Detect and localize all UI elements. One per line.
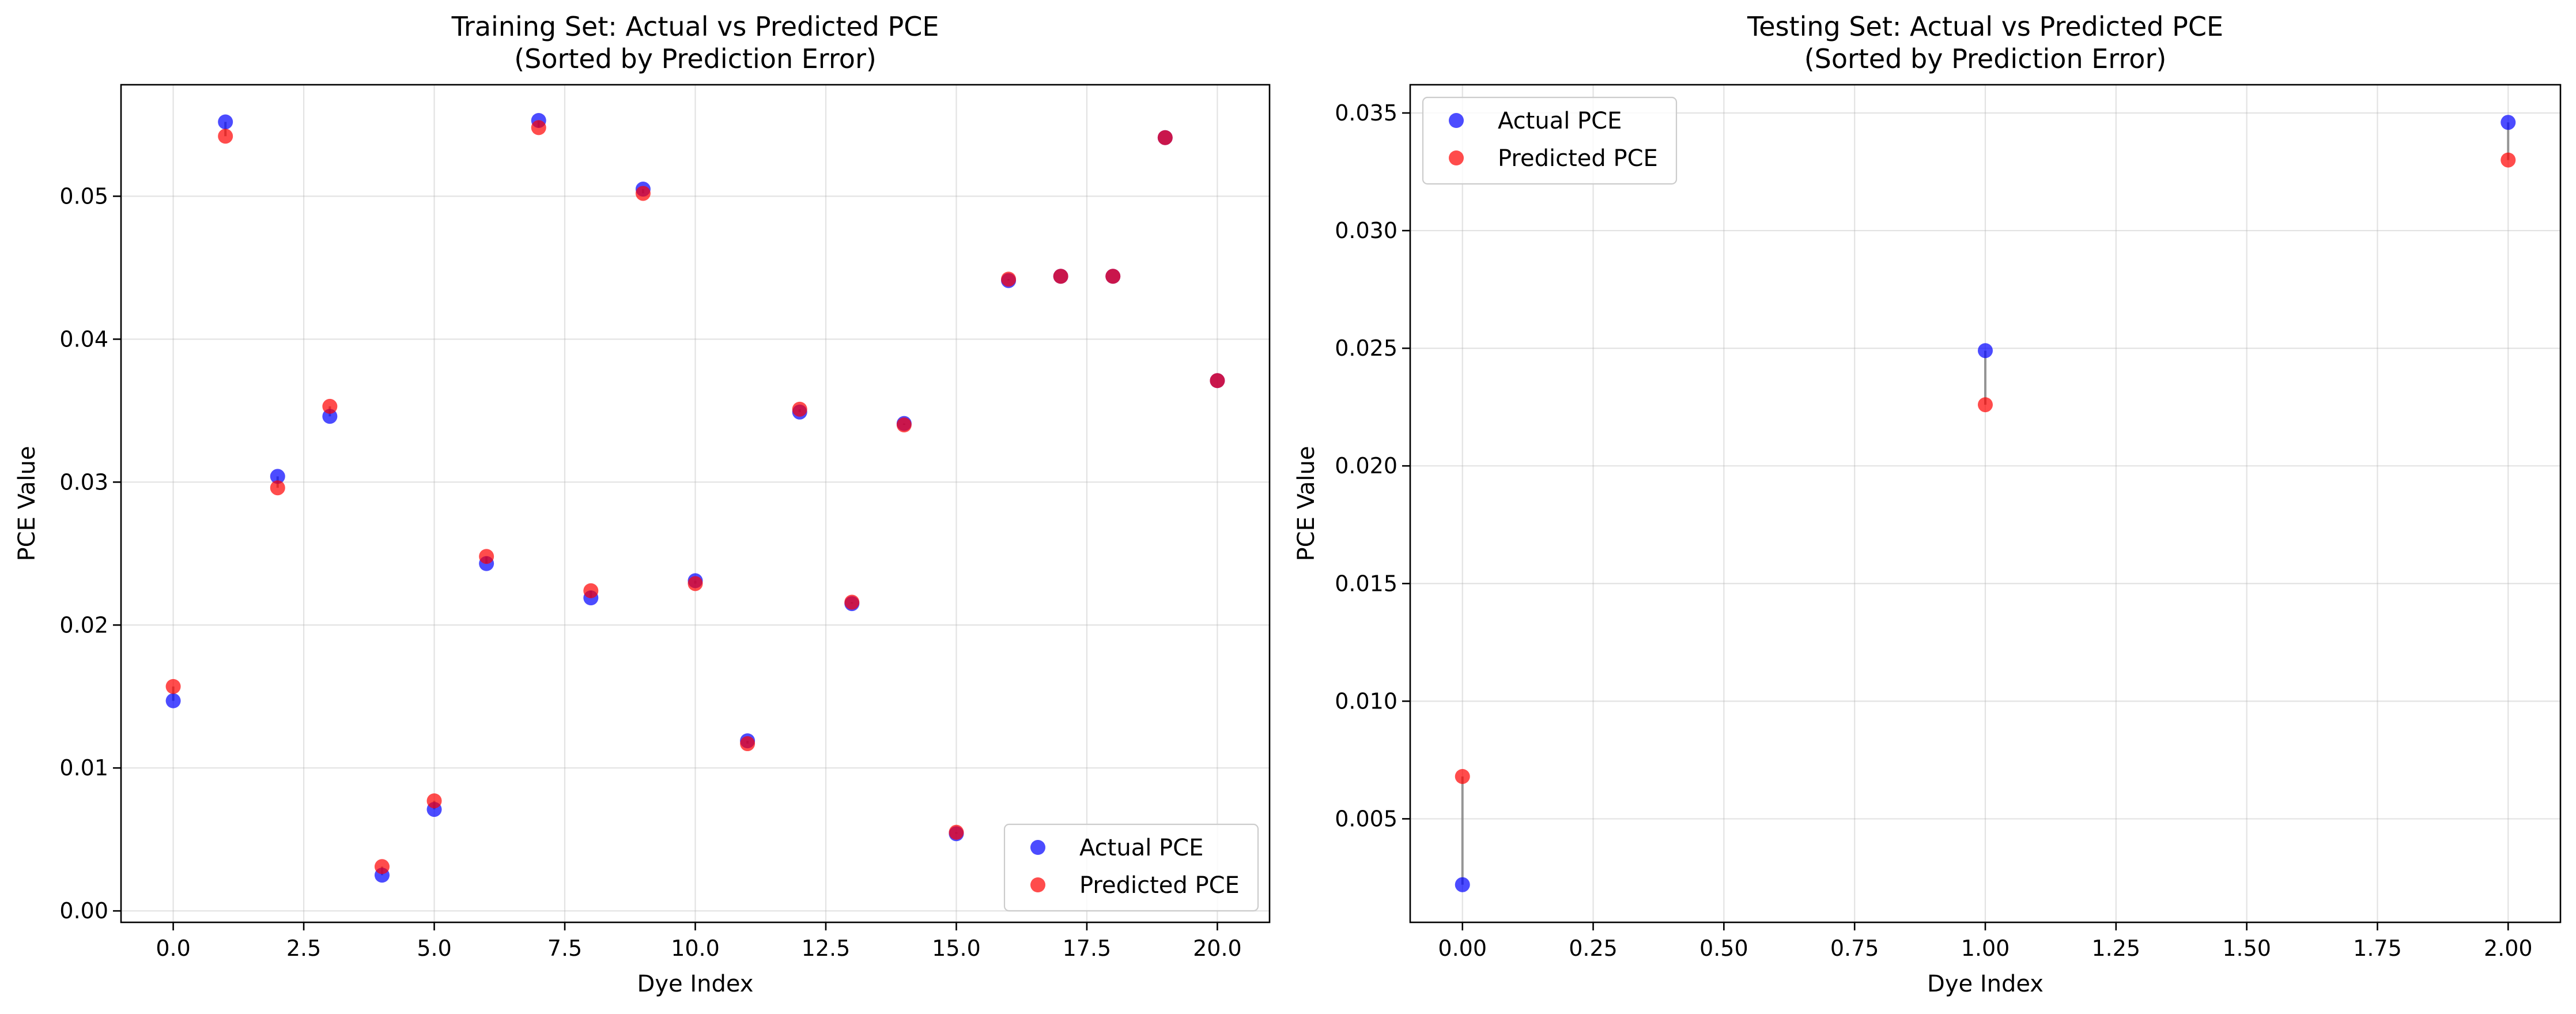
x-tick-label: 0.00 bbox=[1438, 936, 1487, 961]
testing-points bbox=[1455, 115, 2516, 892]
x-tick-label: 1.25 bbox=[2092, 936, 2141, 961]
legend-label: Predicted PCE bbox=[1079, 872, 1240, 899]
predicted-point bbox=[2501, 152, 2516, 168]
predicted-point bbox=[426, 793, 442, 809]
predicted-point bbox=[1053, 269, 1068, 284]
x-tick-label: 5.0 bbox=[417, 936, 451, 961]
predicted-point bbox=[1105, 269, 1121, 284]
predicted-point bbox=[218, 129, 233, 144]
actual-point bbox=[165, 693, 181, 708]
predicted-point bbox=[531, 120, 546, 135]
legend-label: Actual PCE bbox=[1079, 835, 1203, 861]
testing-grid bbox=[1410, 85, 2560, 922]
y-tick-label: 0.01 bbox=[59, 755, 108, 781]
x-tick-label: 10.0 bbox=[671, 936, 720, 961]
testing-ticks: 0.00 0.25 0.50 0.75 1.00 1.25 1.50 1.75 2.00 0.00… bbox=[1335, 100, 2532, 961]
testing-title: Testing Set: Actual vs Predicted PCE (Sor… bbox=[1747, 11, 2223, 74]
predicted-point bbox=[688, 576, 703, 591]
predicted-point bbox=[583, 583, 599, 598]
x-tick-label: 1.00 bbox=[1961, 936, 2010, 961]
y-tick-label: 0.035 bbox=[1335, 100, 1397, 126]
y-tick-label: 0.00 bbox=[59, 898, 108, 923]
legend-marker bbox=[1030, 840, 1045, 855]
predicted-point bbox=[270, 480, 285, 496]
x-tick-label: 17.5 bbox=[1063, 936, 1112, 961]
legend-marker bbox=[1449, 113, 1464, 128]
x-tick-label: 20.0 bbox=[1193, 936, 1242, 961]
training-ticks: 0.0 2.5 5.0 7.5 10.0 12.5 15.0 17.5 20.0 0.00 0.01… bbox=[59, 183, 1241, 961]
x-tick-label: 2.5 bbox=[286, 936, 321, 961]
predicted-point bbox=[1001, 272, 1017, 287]
actual-point bbox=[1978, 343, 1993, 359]
y-tick-label: 0.03 bbox=[59, 469, 108, 495]
y-tick-label: 0.020 bbox=[1335, 453, 1397, 478]
legend-label: Actual PCE bbox=[1498, 108, 1622, 134]
actual-point bbox=[270, 469, 285, 484]
predicted-point bbox=[949, 824, 964, 840]
x-tick-label: 1.75 bbox=[2353, 936, 2402, 961]
y-tick-label: 0.02 bbox=[59, 612, 108, 638]
legend-label: Predicted PCE bbox=[1498, 145, 1658, 172]
actual-point bbox=[2501, 115, 2516, 130]
legend-marker bbox=[1030, 877, 1045, 892]
training-points bbox=[165, 112, 1225, 883]
actual-point bbox=[218, 114, 233, 130]
training-chart: 0.0 2.5 5.0 7.5 10.0 12.5 15.0 17.5 20.0 0.00 0.01… bbox=[14, 11, 1271, 997]
y-tick-label: 0.005 bbox=[1335, 806, 1397, 831]
training-y-axis-label: PCE Value bbox=[14, 446, 40, 561]
y-tick-label: 0.025 bbox=[1335, 336, 1397, 361]
x-tick-label: 7.5 bbox=[547, 936, 582, 961]
legend-marker bbox=[1449, 150, 1464, 165]
x-tick-label: 0.75 bbox=[1830, 936, 1879, 961]
predicted-point bbox=[792, 401, 807, 417]
y-tick-label: 0.05 bbox=[59, 183, 108, 209]
training-legend: Actual PCE Predicted PCE bbox=[1003, 823, 1259, 912]
testing-chart: 0.00 0.25 0.50 0.75 1.00 1.25 1.50 1.75 2.00 0.00… bbox=[1293, 11, 2562, 997]
training-x-axis-label: Dye Index bbox=[637, 971, 754, 997]
testing-legend: Actual PCE Predicted PCE bbox=[1422, 96, 1678, 185]
predicted-point bbox=[479, 549, 494, 564]
y-tick-label: 0.015 bbox=[1335, 571, 1397, 596]
predicted-point bbox=[896, 417, 912, 433]
predicted-point bbox=[322, 398, 338, 414]
predicted-point bbox=[740, 736, 756, 752]
x-tick-label: 0.25 bbox=[1569, 936, 1618, 961]
training-title: Training Set: Actual vs Predicted PCE (So… bbox=[451, 11, 939, 74]
actual-point bbox=[1455, 877, 1470, 892]
predicted-point bbox=[1210, 373, 1225, 389]
x-tick-label: 0.50 bbox=[1699, 936, 1748, 961]
predicted-point bbox=[1978, 397, 1993, 413]
testing-x-axis-label: Dye Index bbox=[1927, 971, 2044, 997]
testing-y-axis-label: PCE Value bbox=[1293, 446, 1320, 561]
x-tick-label: 2.00 bbox=[2484, 936, 2533, 961]
predicted-point bbox=[844, 594, 860, 610]
x-tick-label: 1.50 bbox=[2222, 936, 2271, 961]
predicted-point bbox=[374, 859, 390, 874]
predicted-point bbox=[165, 678, 181, 694]
x-tick-label: 0.0 bbox=[156, 936, 190, 961]
y-tick-label: 0.030 bbox=[1335, 218, 1397, 243]
legend-frame bbox=[1422, 96, 1678, 185]
y-tick-label: 0.010 bbox=[1335, 688, 1397, 714]
y-tick-label: 0.04 bbox=[59, 326, 108, 352]
legend-frame bbox=[1003, 823, 1259, 912]
x-tick-label: 12.5 bbox=[802, 936, 851, 961]
predicted-point bbox=[635, 186, 651, 201]
predicted-point bbox=[1157, 130, 1173, 145]
x-tick-label: 15.0 bbox=[932, 936, 981, 961]
predicted-point bbox=[1455, 768, 1470, 784]
